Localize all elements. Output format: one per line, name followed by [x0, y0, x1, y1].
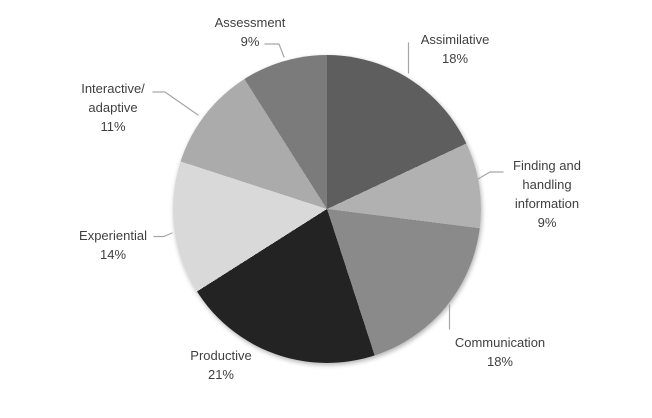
leader-line-interactive [152, 91, 199, 116]
slice-label-communication: Communication 18% [454, 335, 546, 369]
slice-label-assessment: Assessment 9% [214, 15, 286, 49]
slice-label-interactive-adaptive: Interactive/ adaptive 11% [81, 81, 145, 134]
slice-label-assimilative: Assimilative 18% [420, 32, 490, 66]
leader-line-finding [477, 171, 504, 180]
slice-label-productive: Productive 21% [190, 348, 252, 382]
leader-line-experiential [153, 232, 173, 238]
slice-label-experiential: Experiential 14% [79, 228, 147, 262]
pie [173, 55, 481, 363]
slice-label-finding-and-handling-information: Finding and handling information 9% [513, 158, 581, 230]
